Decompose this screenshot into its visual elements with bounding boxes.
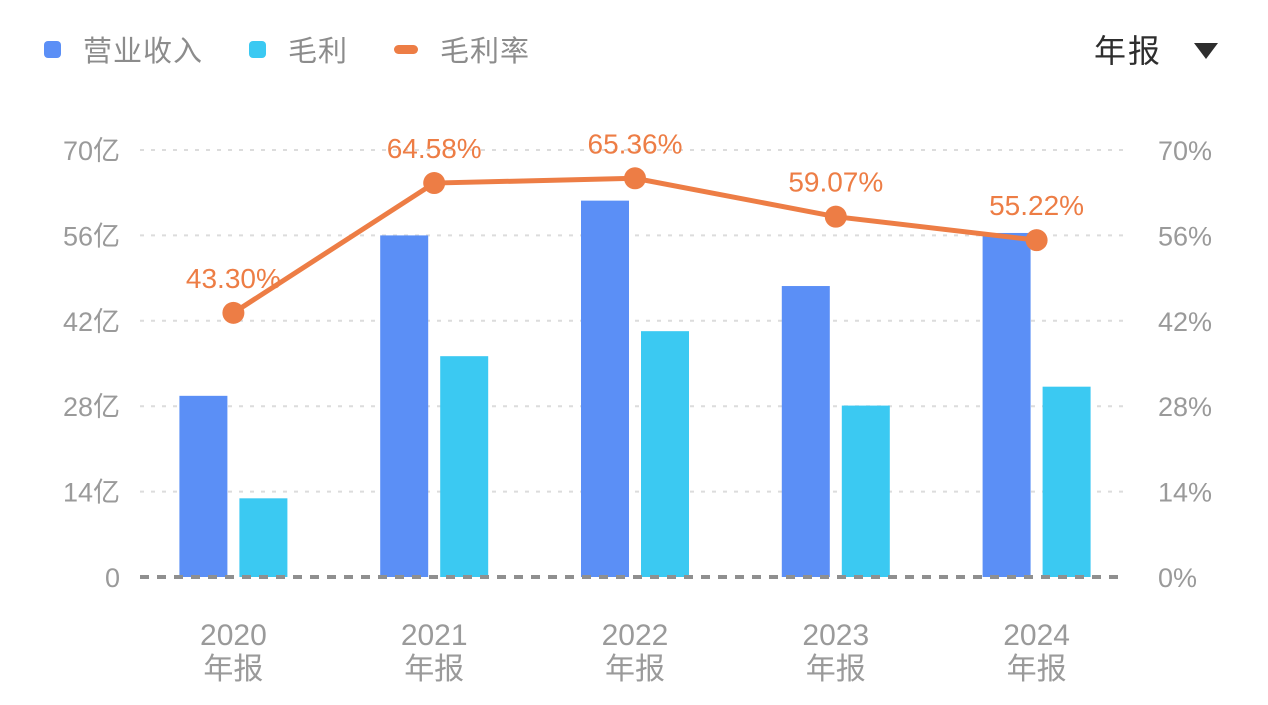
revenue-square-icon bbox=[44, 40, 61, 58]
caret-down-icon bbox=[1194, 42, 1218, 59]
gross-profit-bar[interactable] bbox=[641, 331, 689, 577]
legend-label-gross-margin: 毛利率 bbox=[440, 36, 531, 68]
revenue-bar[interactable] bbox=[179, 395, 228, 577]
left-axis-tick: 0 bbox=[105, 563, 120, 593]
legend-item-revenue[interactable]: 营业收入 bbox=[44, 28, 203, 70]
gross-margin-point-label: 43.30% bbox=[186, 263, 281, 294]
x-axis-label-year: 2020 bbox=[200, 619, 267, 652]
x-axis-label-period: 年报 bbox=[1007, 653, 1067, 686]
gross-profit-square-icon bbox=[249, 40, 267, 58]
revenue-bar[interactable] bbox=[380, 235, 429, 577]
gross-margin-point[interactable] bbox=[423, 172, 446, 195]
x-axis-label-period: 年报 bbox=[605, 653, 665, 686]
x-axis-label-year: 2021 bbox=[401, 619, 468, 652]
gross-profit-bar[interactable] bbox=[1042, 386, 1091, 577]
gross-margin-point-label: 64.58% bbox=[387, 133, 482, 164]
x-axis-label-period: 年报 bbox=[806, 653, 866, 686]
right-axis-tick: 14% bbox=[1158, 478, 1212, 508]
right-axis-tick: 0% bbox=[1158, 563, 1197, 593]
left-axis-tick: 14亿 bbox=[63, 478, 120, 508]
x-axis-label-year: 2024 bbox=[1003, 619, 1070, 652]
gross-margin-point[interactable] bbox=[624, 167, 646, 190]
right-axis-tick: 28% bbox=[1158, 392, 1212, 422]
left-axis-tick: 42亿 bbox=[63, 307, 120, 337]
gross-profit-bar[interactable] bbox=[841, 405, 890, 577]
gross-margin-point[interactable] bbox=[222, 301, 245, 324]
chart-legend: 营业收入 毛利 毛利率 bbox=[44, 28, 530, 70]
revenue-bar[interactable] bbox=[982, 232, 1031, 577]
x-axis-label-year: 2022 bbox=[602, 619, 669, 652]
period-selector[interactable]: 年报 bbox=[1094, 26, 1218, 72]
legend-label-gross-profit: 毛利 bbox=[288, 36, 349, 68]
revenue-bar[interactable] bbox=[781, 286, 830, 577]
gross-margin-point-label: 65.36% bbox=[588, 128, 683, 159]
gross-margin-point[interactable] bbox=[1025, 229, 1048, 252]
x-axis-label-period: 年报 bbox=[203, 653, 263, 686]
legend-item-gross-margin[interactable]: 毛利率 bbox=[394, 28, 530, 70]
right-axis-tick: 42% bbox=[1158, 307, 1212, 337]
left-axis-tick: 28亿 bbox=[63, 392, 120, 422]
revenue-bar[interactable] bbox=[581, 200, 629, 577]
gross-margin-dash-icon bbox=[394, 44, 419, 54]
gross-profit-bar[interactable] bbox=[239, 498, 288, 577]
left-axis-tick: 70亿 bbox=[63, 136, 120, 166]
x-axis-label-period: 年报 bbox=[404, 653, 464, 686]
gross-margin-point[interactable] bbox=[824, 205, 847, 228]
right-axis-tick: 70% bbox=[1158, 136, 1212, 166]
gross-profit-bar[interactable] bbox=[440, 356, 489, 577]
left-axis-tick: 56亿 bbox=[63, 221, 120, 251]
x-axis-label-year: 2023 bbox=[802, 619, 869, 652]
legend-item-gross-profit[interactable]: 毛利 bbox=[249, 28, 348, 70]
gross-margin-point-label: 55.22% bbox=[989, 190, 1084, 221]
period-selector-value: 年报 bbox=[1093, 33, 1162, 69]
right-axis-tick: 56% bbox=[1158, 221, 1212, 251]
gross-margin-line bbox=[232, 175, 1037, 315]
legend-label-revenue: 营业收入 bbox=[83, 36, 204, 68]
gross-margin-point-label: 59.07% bbox=[788, 167, 883, 198]
